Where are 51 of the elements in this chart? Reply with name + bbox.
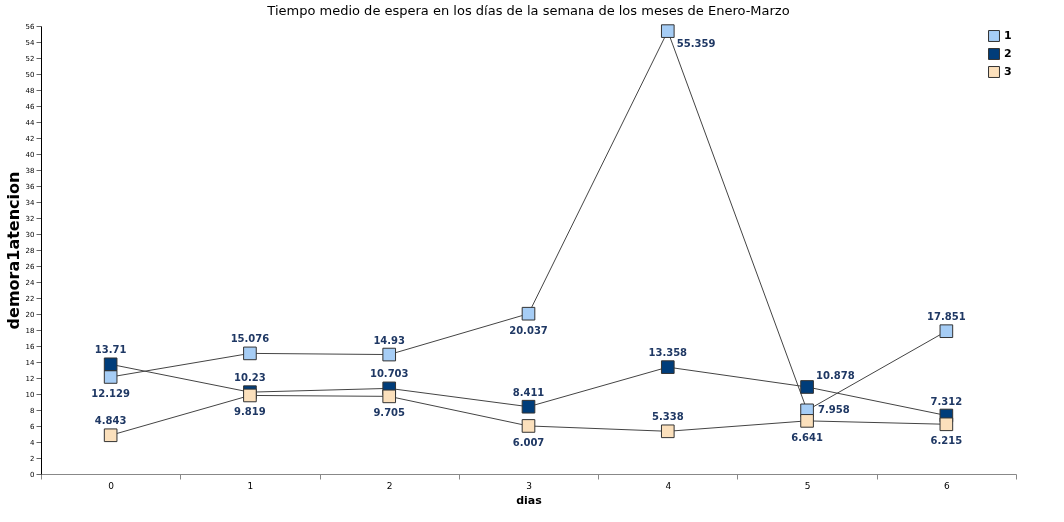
legend-label: 1	[1004, 29, 1012, 42]
point	[382, 347, 397, 362]
point	[521, 419, 536, 433]
point	[103, 357, 118, 372]
data-label: 9.705	[373, 407, 406, 419]
legend-label: 3	[1004, 65, 1012, 78]
data-label: 8.411	[512, 386, 545, 398]
data-label: 17.851	[927, 311, 966, 323]
point	[521, 306, 536, 321]
data-label: 20.037	[509, 324, 548, 336]
point	[382, 389, 397, 404]
data-label: 10.23	[234, 372, 266, 384]
data-label: 13.358	[648, 347, 688, 359]
point	[521, 399, 536, 414]
data-label: 5.338	[651, 411, 684, 423]
legend-label: 2	[1004, 47, 1012, 60]
point	[660, 24, 675, 38]
x-tick-label: 2	[386, 480, 393, 491]
x-tick-label: 4	[665, 480, 672, 491]
point	[660, 424, 675, 439]
point	[939, 324, 954, 339]
point	[660, 360, 675, 374]
x-tick-label: 3	[526, 480, 532, 491]
point	[103, 370, 118, 384]
data-label: 7.958	[818, 404, 850, 416]
data-label: 4.843	[94, 415, 127, 427]
point	[243, 346, 257, 361]
data-label: 10.878	[816, 369, 855, 381]
data-label: 7.312	[930, 395, 963, 407]
point	[243, 388, 257, 403]
data-label: 14.93	[373, 334, 406, 346]
x-tick-label: 0	[108, 480, 115, 491]
data-label: 6.641	[791, 431, 823, 443]
data-label: 15.076	[230, 333, 270, 345]
data-label: 6.007	[512, 436, 545, 448]
x-tick-label: 1	[247, 480, 254, 491]
point	[939, 417, 954, 432]
point	[103, 428, 118, 443]
data-label: 13.71	[94, 344, 127, 356]
data-label: 10.703	[369, 368, 409, 380]
data-label: 6.215	[930, 435, 963, 447]
x-tick-label: 6	[943, 480, 950, 491]
y-axis-title: demora1atencion	[3, 171, 23, 330]
data-label: 12.129	[91, 387, 130, 399]
point	[800, 414, 814, 428]
chart-title: Tiempo medio de espera en los días de la semana de los meses de Enero-Marzo	[266, 3, 790, 18]
x-axis-title: dias	[516, 493, 543, 507]
data-label: 55.359	[676, 38, 716, 50]
x-tick-label: 5	[804, 480, 811, 491]
point	[800, 380, 814, 394]
data-label: 9.819	[234, 406, 266, 418]
